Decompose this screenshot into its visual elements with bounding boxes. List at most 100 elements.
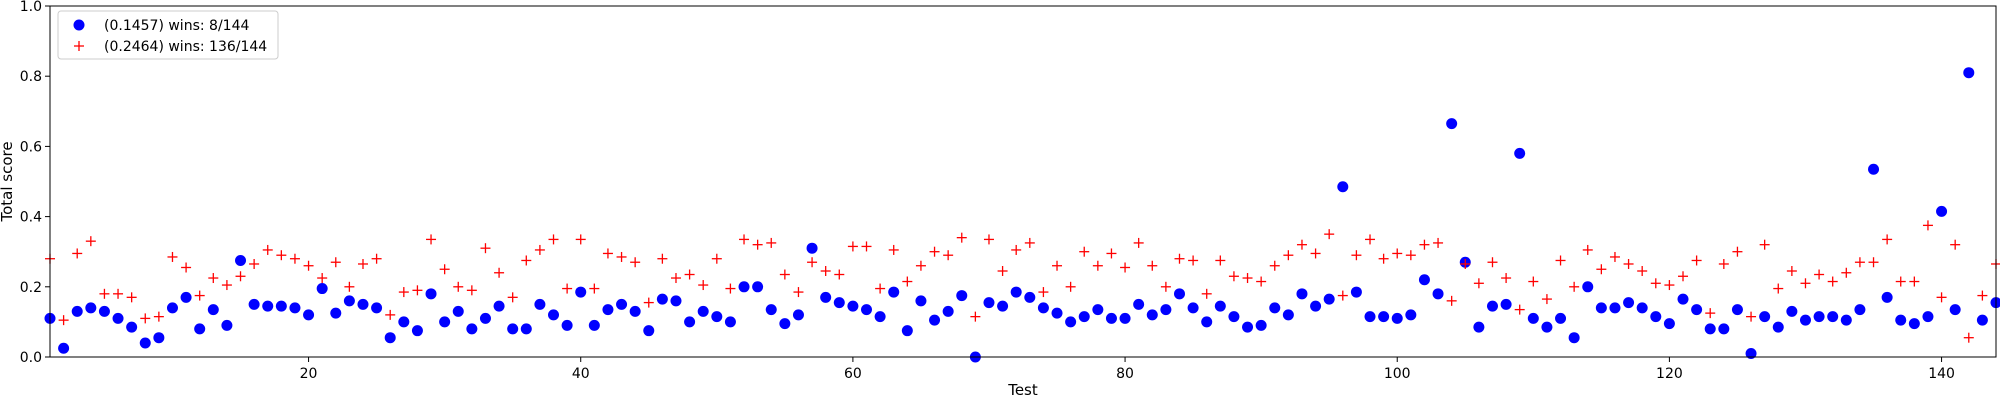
data-point — [1351, 250, 1362, 261]
data-point — [180, 291, 192, 303]
data-point — [997, 266, 1008, 277]
data-point — [480, 243, 491, 254]
data-point — [303, 309, 315, 321]
data-point — [929, 314, 941, 326]
x-tick-label: 120 — [1656, 366, 1683, 382]
data-point — [1704, 323, 1716, 335]
x-tick-label: 60 — [844, 366, 862, 382]
data-point — [1147, 260, 1158, 271]
data-point — [1664, 280, 1675, 291]
data-point — [1419, 239, 1430, 250]
data-point — [330, 257, 341, 268]
series-2 — [45, 220, 2000, 343]
data-point — [1365, 234, 1376, 245]
data-point — [98, 305, 110, 317]
data-point — [1310, 300, 1322, 312]
data-point — [1623, 258, 1634, 269]
data-point — [888, 244, 899, 255]
axes: 20 40 60 80 100 120 140 0.0 0.2 0.4 0.6 0.8 1.0 — [20, 0, 1997, 382]
data-point — [398, 316, 410, 328]
data-point — [1160, 281, 1171, 292]
data-point — [901, 325, 913, 337]
data-point — [1759, 311, 1771, 323]
data-point — [275, 300, 287, 312]
data-point — [1840, 314, 1852, 326]
data-point — [1242, 321, 1254, 333]
data-point — [820, 266, 831, 277]
data-point — [833, 297, 845, 309]
data-point — [1678, 271, 1689, 282]
data-point — [575, 234, 586, 245]
data-point — [1310, 248, 1321, 259]
data-point — [616, 251, 627, 262]
data-point — [439, 316, 451, 328]
data-point — [1854, 257, 1865, 268]
data-point — [942, 305, 954, 317]
data-point — [1882, 234, 1893, 245]
legend-marker-series-1 — [73, 19, 85, 31]
data-point — [562, 283, 573, 294]
data-point — [561, 319, 573, 331]
data-point — [1949, 304, 1961, 316]
data-point — [1228, 271, 1239, 282]
data-point — [1813, 311, 1825, 323]
data-point — [1256, 276, 1267, 287]
data-point — [208, 273, 219, 284]
data-point — [1201, 288, 1212, 299]
data-point — [956, 290, 968, 302]
data-point — [113, 288, 124, 299]
y-tick-label: 0.8 — [20, 69, 42, 85]
data-point — [507, 323, 519, 335]
data-point — [630, 257, 641, 268]
data-point — [58, 315, 69, 326]
data-point — [820, 291, 832, 303]
data-point — [1963, 332, 1974, 343]
data-point — [1201, 316, 1213, 328]
x-axis-label: Test — [1007, 381, 1038, 399]
data-point — [1650, 278, 1661, 289]
data-point — [1350, 286, 1362, 298]
data-point — [1527, 312, 1539, 324]
data-point — [670, 273, 681, 284]
data-point — [1024, 237, 1035, 248]
data-point — [1146, 309, 1158, 321]
data-point — [1010, 286, 1022, 298]
data-point — [738, 281, 750, 293]
data-point — [140, 313, 151, 324]
data-point — [85, 302, 97, 314]
data-point — [1296, 239, 1307, 250]
data-point — [1214, 300, 1226, 312]
y-tick-label: 1.0 — [20, 0, 42, 15]
data-point — [72, 248, 83, 259]
data-point — [657, 253, 668, 264]
data-point — [1187, 302, 1199, 314]
data-point — [656, 293, 668, 305]
data-point — [153, 311, 164, 322]
data-point — [1908, 318, 1920, 330]
data-point — [1446, 118, 1458, 130]
data-point — [1976, 314, 1988, 326]
data-point — [847, 300, 859, 312]
data-point — [792, 309, 804, 321]
data-point — [1868, 257, 1879, 268]
data-point — [71, 305, 83, 317]
data-point — [1119, 312, 1131, 324]
data-point — [902, 276, 913, 287]
data-point — [357, 258, 368, 269]
data-point — [1732, 246, 1743, 257]
data-point — [371, 302, 383, 314]
data-point — [1663, 318, 1675, 330]
data-point — [398, 287, 409, 298]
data-point — [221, 319, 233, 331]
data-point — [834, 269, 845, 280]
data-point — [1473, 321, 1485, 333]
data-point — [1895, 276, 1906, 287]
data-point — [1024, 291, 1036, 303]
legend: (0.1457) wins: 8/144 (0.2464) wins: 136/… — [57, 10, 279, 60]
series-1 — [44, 67, 2000, 363]
data-point — [1079, 246, 1090, 257]
data-point — [384, 332, 396, 344]
data-point — [1473, 278, 1484, 289]
data-point — [1909, 276, 1920, 287]
data-point — [1677, 293, 1689, 305]
